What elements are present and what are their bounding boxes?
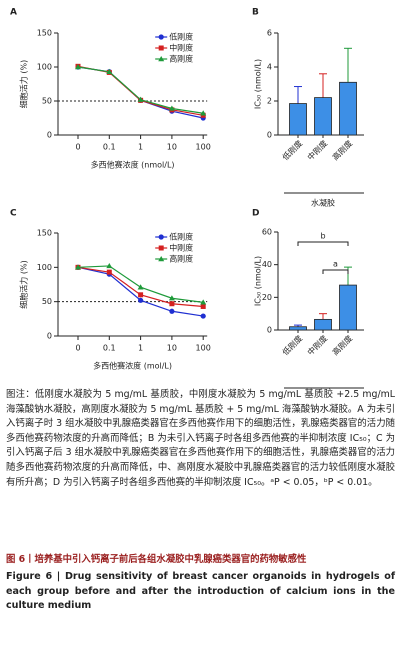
marker: [106, 269, 112, 275]
legend-label: 低刚度: [169, 32, 193, 42]
significance-bracket: [297, 241, 349, 246]
y-axis-label: 细胞活力 (%): [19, 260, 29, 308]
panel-label: D: [252, 209, 259, 219]
y-axis-label: IC₅₀ (nmol/L): [254, 59, 263, 109]
x-tick-label: 0: [75, 143, 80, 152]
y-tick-label: 100: [37, 63, 52, 72]
marker: [106, 262, 113, 269]
marker: [158, 45, 164, 51]
bar: [339, 284, 357, 331]
y-tick-label: 150: [37, 29, 52, 38]
y-tick-label: 20: [262, 293, 272, 302]
series-line: [77, 65, 204, 116]
marker: [200, 110, 207, 116]
y-tick-label: 6: [267, 29, 272, 38]
x-tick-label: 0.1: [103, 344, 116, 353]
figure-title-cn: 图 6丨培养基中引入钙离子前后各组水凝胶中乳腺癌类器官的药物敏感性: [6, 554, 307, 565]
marker: [75, 64, 81, 70]
y-tick-label: 50: [42, 297, 52, 306]
marker: [158, 34, 164, 40]
x-tick-label: 10: [167, 344, 177, 353]
bar: [314, 318, 332, 331]
x-tick-label: 1: [138, 143, 143, 152]
y-tick-label: 100: [37, 263, 52, 272]
bar: [289, 326, 307, 331]
panel-label: B: [252, 8, 259, 18]
panel-label: A: [10, 8, 17, 18]
marker: [158, 56, 165, 62]
y-tick-label: 2: [267, 97, 272, 106]
significance-bracket: [322, 269, 349, 274]
x-tick-label: 中刚度: [305, 333, 329, 357]
legend-label: 低刚度: [169, 232, 193, 242]
marker: [169, 301, 175, 307]
y-tick-label: 150: [37, 229, 52, 238]
y-tick-label: 0: [47, 131, 52, 140]
marker: [168, 295, 175, 301]
x-axis-label: 多西他赛浓度 (nmol/L): [91, 160, 175, 170]
legend-label: 高刚度: [169, 254, 193, 264]
legend-label: 中刚度: [169, 43, 193, 53]
marker: [137, 96, 144, 102]
x-tick-label: 100: [196, 143, 211, 152]
x-axis-label: 水凝胶: [311, 198, 335, 208]
y-tick-label: 4: [267, 63, 272, 72]
series-line: [77, 66, 204, 114]
marker: [200, 299, 207, 305]
y-tick-label: 0: [267, 326, 272, 335]
x-tick-label: 10: [167, 143, 177, 152]
x-tick-label: 0.1: [103, 143, 116, 152]
caption: 图注：低刚度水凝胶为 5 mg/mL 基质胶，中刚度水凝胶为 5 mg/mL 基…: [6, 389, 395, 488]
legend-label: 中刚度: [169, 243, 193, 253]
y-tick-label: 0: [267, 131, 272, 140]
y-axis-label: IC₅₀ (nmol/L): [254, 256, 263, 306]
marker: [137, 284, 144, 290]
bar: [339, 81, 357, 136]
marker: [169, 308, 175, 314]
y-axis-label: 细胞活力 (%): [19, 60, 29, 108]
series-line: [77, 266, 204, 317]
marker: [168, 105, 175, 111]
significance-label: a: [333, 260, 338, 269]
marker: [158, 256, 165, 262]
panel-label: C: [10, 209, 17, 219]
x-tick-label: 低刚度: [280, 333, 304, 357]
x-tick-label: 1: [138, 344, 143, 353]
x-tick-label: 100: [196, 344, 211, 353]
y-tick-label: 60: [262, 228, 272, 237]
marker: [200, 313, 206, 319]
x-tick-label: 低刚度: [280, 138, 304, 162]
marker: [75, 264, 81, 270]
marker: [138, 292, 144, 298]
x-tick-label: 中刚度: [305, 138, 329, 162]
x-axis-label: 多西他赛浓度 (mol/L): [93, 361, 172, 371]
significance-label: b: [320, 232, 325, 241]
marker: [106, 68, 113, 74]
y-tick-label: 40: [262, 260, 272, 269]
y-tick-label: 50: [42, 97, 52, 106]
legend-label: 高刚度: [169, 54, 193, 64]
marker: [158, 245, 164, 251]
figure-title-en: Figure 6 | Drug sensitivity of breast ca…: [6, 571, 395, 612]
bar: [314, 97, 332, 136]
x-tick-label: 0: [75, 344, 80, 353]
marker: [158, 234, 164, 240]
marker: [200, 303, 206, 309]
x-tick-label: 高刚度: [330, 333, 354, 357]
bar: [289, 103, 307, 136]
x-tick-label: 高刚度: [330, 138, 354, 162]
marker: [138, 297, 144, 303]
y-tick-label: 0: [47, 332, 52, 341]
